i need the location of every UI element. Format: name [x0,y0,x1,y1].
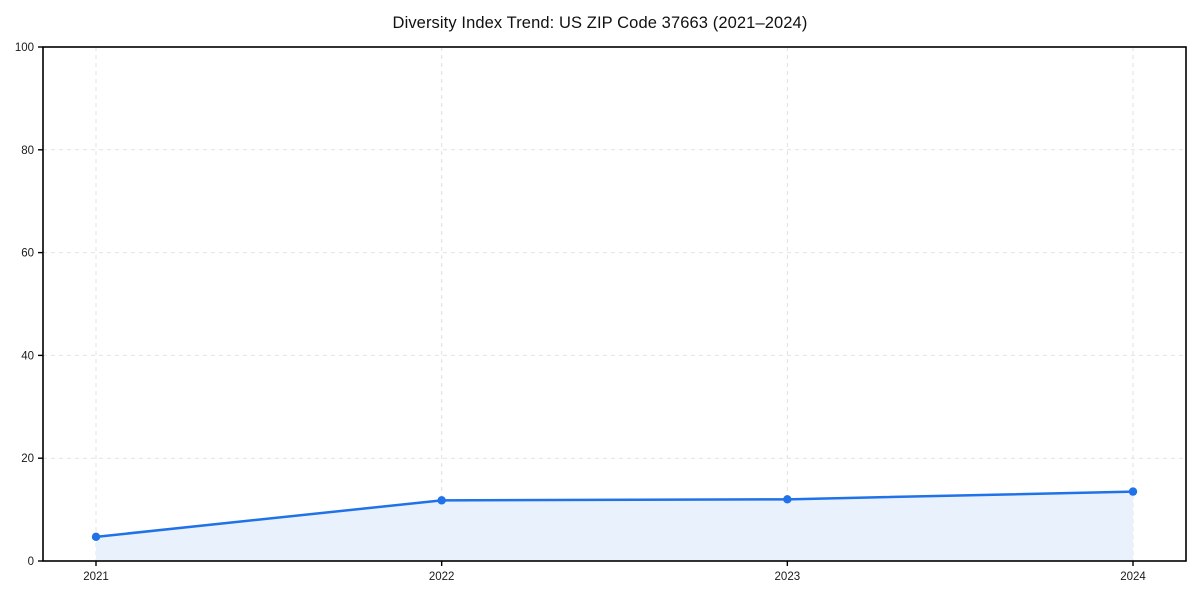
plot-frame [42,46,1187,562]
data-point[interactable] [437,496,446,505]
chart-title: Diversity Index Trend: US ZIP Code 37663… [392,14,808,32]
x-tick-label: 2021 [83,571,109,583]
y-tick-label: 60 [21,248,34,260]
x-tick-label: 2024 [1120,571,1146,583]
y-tick-label: 100 [15,42,34,54]
y-tick-label: 0 [28,556,34,568]
data-point[interactable] [91,532,101,542]
x-tick-label: 2022 [429,571,455,583]
y-tick-label: 20 [21,453,34,465]
series-area-fill [96,491,1133,561]
series-line [94,490,1135,539]
data-point[interactable] [1128,487,1138,496]
data-point[interactable] [783,495,792,504]
y-tick-label: 80 [21,145,34,157]
x-tick-label: 2023 [775,571,801,583]
y-tick-label: 40 [21,350,34,362]
